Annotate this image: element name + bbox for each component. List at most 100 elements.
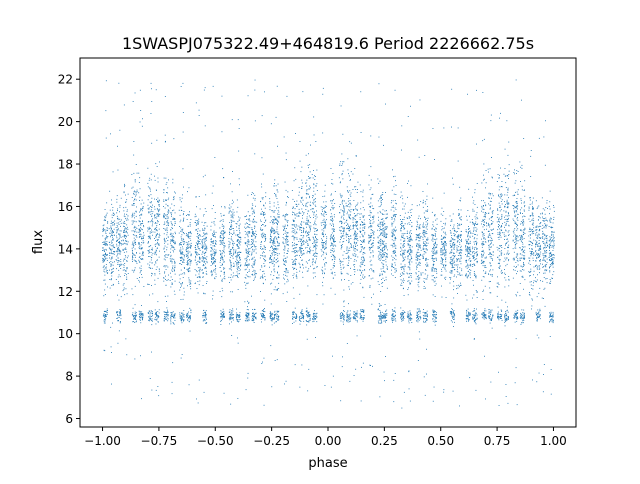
data-point xyxy=(454,234,456,235)
data-point xyxy=(443,240,445,242)
data-point xyxy=(308,320,310,322)
data-point xyxy=(236,265,238,267)
data-point xyxy=(313,190,315,192)
data-point xyxy=(245,243,246,245)
data-point xyxy=(380,335,382,337)
data-point xyxy=(401,254,403,256)
data-point xyxy=(393,229,395,231)
data-point xyxy=(256,234,257,235)
data-point xyxy=(368,240,370,242)
data-point xyxy=(401,268,402,270)
data-point xyxy=(435,314,437,316)
data-point xyxy=(230,279,232,281)
data-point xyxy=(450,272,452,274)
data-point xyxy=(212,262,214,264)
data-point xyxy=(293,268,295,269)
data-point xyxy=(341,220,342,222)
data-point xyxy=(312,319,314,321)
data-point xyxy=(385,229,387,230)
data-point xyxy=(452,183,454,185)
data-point xyxy=(380,305,382,306)
data-point xyxy=(381,311,383,313)
data-point xyxy=(235,250,237,252)
data-point xyxy=(418,318,419,320)
data-point xyxy=(343,311,345,312)
data-point xyxy=(403,257,405,259)
data-point xyxy=(221,258,223,260)
data-point xyxy=(320,206,322,208)
data-point xyxy=(453,289,454,291)
data-point xyxy=(331,259,333,261)
data-point xyxy=(273,233,275,235)
data-point xyxy=(385,235,387,237)
data-point xyxy=(407,116,409,117)
data-point xyxy=(270,255,271,257)
data-point xyxy=(236,318,237,320)
data-point xyxy=(377,223,379,225)
data-point xyxy=(270,315,272,317)
data-point xyxy=(360,246,362,248)
data-point xyxy=(295,255,297,257)
data-point xyxy=(435,283,437,285)
data-point xyxy=(270,238,272,240)
data-point xyxy=(306,216,308,218)
data-point xyxy=(252,309,254,310)
data-point xyxy=(381,322,383,324)
data-point xyxy=(309,259,310,261)
data-point xyxy=(312,316,314,317)
data-point xyxy=(230,225,231,227)
data-point xyxy=(382,277,384,279)
data-point xyxy=(369,206,371,208)
data-point xyxy=(251,241,252,243)
data-point xyxy=(346,228,348,230)
data-point xyxy=(417,284,419,286)
data-point xyxy=(301,310,303,312)
data-point xyxy=(346,252,348,254)
data-point xyxy=(295,243,297,245)
data-point xyxy=(273,216,275,218)
data-point xyxy=(272,228,274,230)
data-point xyxy=(220,241,222,243)
data-point xyxy=(286,234,287,236)
data-point xyxy=(420,310,421,312)
data-point xyxy=(452,244,454,246)
data-point xyxy=(410,238,412,240)
data-point xyxy=(403,240,405,242)
data-point xyxy=(470,260,472,262)
data-point xyxy=(408,249,410,251)
data-point xyxy=(340,273,342,275)
data-point xyxy=(264,233,265,235)
data-point xyxy=(231,313,232,315)
data-point xyxy=(197,223,199,225)
data-point xyxy=(465,229,467,231)
data-point xyxy=(368,247,370,249)
data-point xyxy=(330,219,332,221)
data-point xyxy=(402,247,404,248)
data-point xyxy=(214,234,216,235)
data-point xyxy=(433,254,434,256)
data-point xyxy=(263,211,265,213)
data-point xyxy=(215,273,217,275)
data-point xyxy=(294,250,296,251)
data-point xyxy=(248,241,250,243)
data-point xyxy=(431,269,433,271)
data-point xyxy=(311,208,313,210)
data-point xyxy=(263,252,265,253)
data-point xyxy=(363,222,365,224)
data-point xyxy=(363,317,365,319)
data-point xyxy=(229,232,231,234)
data-point xyxy=(451,243,453,245)
data-point xyxy=(296,232,298,234)
data-point xyxy=(382,222,384,224)
data-point xyxy=(308,215,310,217)
data-point xyxy=(245,257,247,259)
data-point xyxy=(360,258,362,260)
data-point xyxy=(228,245,230,247)
data-point xyxy=(416,317,418,318)
data-point xyxy=(452,228,454,230)
data-point xyxy=(433,225,435,227)
data-point xyxy=(312,197,313,199)
data-point xyxy=(285,260,287,262)
data-point xyxy=(252,204,254,206)
data-point xyxy=(277,220,279,222)
